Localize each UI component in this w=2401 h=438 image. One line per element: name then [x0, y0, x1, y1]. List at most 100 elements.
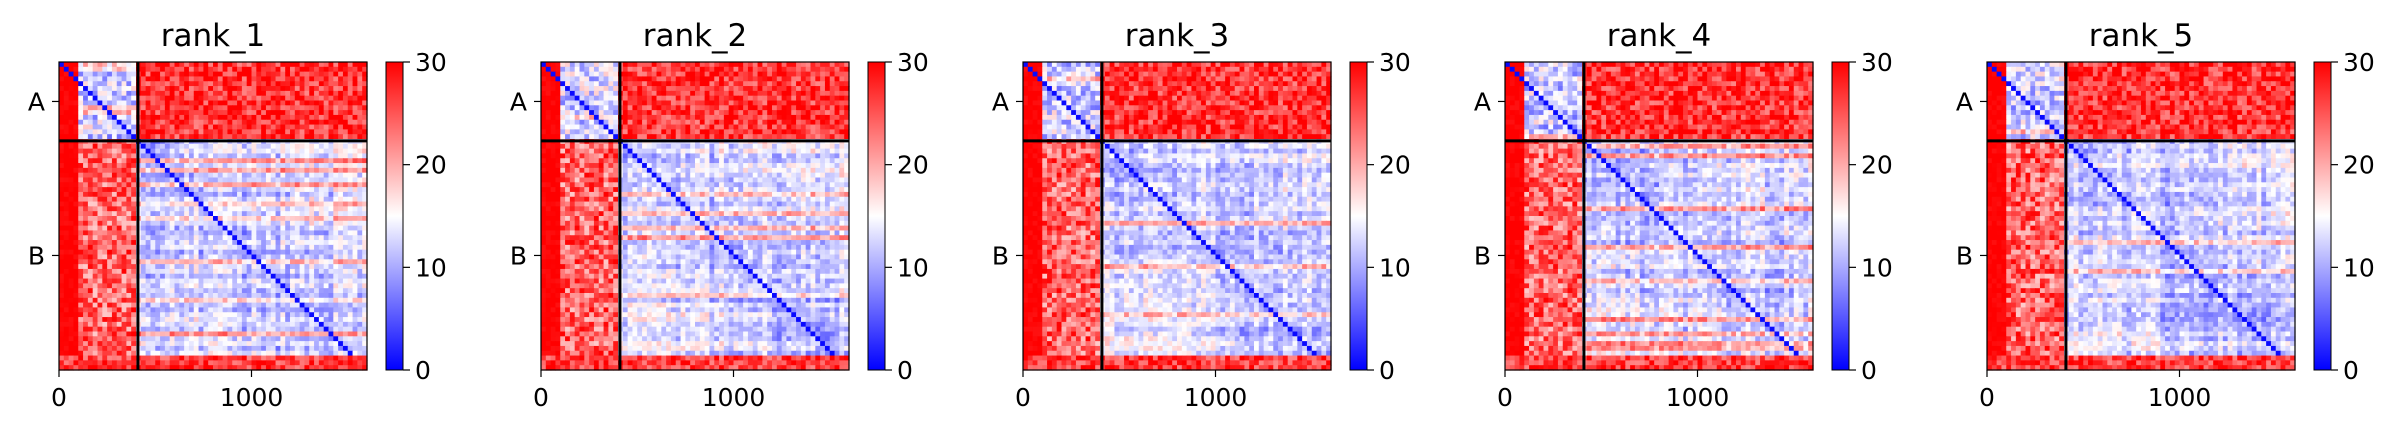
heatmap-cell [73, 182, 78, 187]
heatmap-cell [700, 62, 705, 67]
heatmap-cell [247, 255, 252, 260]
heatmap-cell [78, 101, 83, 106]
heatmap-cell [285, 178, 290, 183]
heatmap-cell [107, 322, 112, 327]
heatmap-cell [112, 173, 117, 178]
heatmap-cell [59, 178, 64, 183]
heatmap-cell [160, 226, 165, 231]
heatmap-cell [189, 192, 194, 197]
heatmap-cell [353, 202, 358, 207]
heatmap-cell [685, 96, 690, 101]
heatmap-cell [271, 158, 276, 163]
heatmap-cell [546, 72, 551, 77]
heatmap-cell [175, 293, 180, 298]
heatmap-cell [237, 101, 242, 106]
heatmap-cell [261, 182, 266, 187]
heatmap-cell [175, 158, 180, 163]
heatmap-cell [309, 269, 314, 274]
heatmap-cell [343, 216, 348, 221]
heatmap-cell [348, 341, 353, 346]
heatmap-cell [227, 322, 232, 327]
heatmap-cell [343, 129, 348, 134]
heatmap-cell [208, 173, 213, 178]
heatmap-cell [88, 332, 93, 337]
heatmap-cell [189, 144, 194, 149]
heatmap-cell [199, 216, 204, 221]
heatmap-cell [150, 153, 155, 158]
heatmap-cell [98, 144, 103, 149]
heatmap-cell [98, 120, 103, 125]
heatmap-cell [160, 96, 165, 101]
heatmap-cell [122, 182, 127, 187]
heatmap-cell [199, 211, 204, 216]
heatmap-cell [112, 351, 117, 356]
heatmap-cell [69, 105, 74, 110]
heatmap-cell [160, 255, 165, 260]
heatmap-cell [685, 110, 690, 115]
heatmap-cell [782, 86, 787, 91]
heatmap-cell [348, 134, 353, 139]
heatmap-cell [223, 235, 228, 240]
heatmap-cell [208, 62, 213, 67]
heatmap-cell [565, 67, 570, 72]
heatmap-cell [218, 149, 223, 154]
heatmap-cell [705, 67, 710, 72]
heatmap-cell [266, 240, 271, 245]
heatmap-cell [608, 115, 613, 120]
heatmap-cell [309, 240, 314, 245]
heatmap-cell [599, 105, 604, 110]
heatmap-cell [333, 62, 338, 67]
heatmap-cell [160, 197, 165, 202]
heatmap-cell [276, 307, 281, 312]
heatmap-cell [762, 86, 767, 91]
heatmap-cell [753, 72, 758, 77]
heatmap-cell [203, 211, 208, 216]
heatmap-cell [285, 293, 290, 298]
heatmap-cell [608, 120, 613, 125]
heatmap-cell [304, 235, 309, 240]
heatmap-cell [141, 163, 146, 168]
heatmap-cell [304, 101, 309, 106]
heatmap-cell [599, 110, 604, 115]
heatmap-cell [189, 216, 194, 221]
heatmap-cell [290, 230, 295, 235]
heatmap-cell [122, 230, 127, 235]
heatmap-cell [213, 144, 218, 149]
heatmap-cell [276, 81, 281, 86]
heatmap-cell [247, 91, 252, 96]
heatmap-cell [232, 327, 237, 332]
heatmap-cell [357, 105, 362, 110]
heatmap-cell [242, 178, 247, 183]
heatmap-cell [131, 298, 136, 303]
heatmap-cell [165, 86, 170, 91]
heatmap-cell [247, 76, 252, 81]
heatmap-cell [102, 264, 107, 269]
colorbar-tick-label: 30 [415, 48, 447, 77]
heatmap-cell [93, 259, 98, 264]
heatmap-cell [300, 255, 305, 260]
heatmap-cell [357, 149, 362, 154]
heatmap-cell [632, 81, 637, 86]
heatmap-cell [357, 264, 362, 269]
heatmap-cell [285, 187, 290, 192]
heatmap-cell [155, 81, 160, 86]
heatmap-cell [199, 240, 204, 245]
heatmap-cell [88, 149, 93, 154]
heatmap-cell [266, 134, 271, 139]
heatmap-cell [295, 317, 300, 322]
heatmap-cell [285, 230, 290, 235]
heatmap-cell [223, 317, 228, 322]
heatmap-cell [280, 96, 285, 101]
heatmap-cell [122, 298, 127, 303]
heatmap-cell [126, 134, 131, 139]
heatmap-cell [681, 125, 686, 130]
heatmap-cell [93, 216, 98, 221]
heatmap-cell [748, 62, 753, 67]
heatmap-cell [594, 125, 599, 130]
heatmap-cell [261, 360, 266, 365]
heatmap-cell [252, 288, 257, 293]
heatmap-cell [179, 173, 184, 178]
heatmap-cell [319, 110, 324, 115]
heatmap-cell [170, 182, 175, 187]
heatmap-cell [690, 101, 695, 106]
